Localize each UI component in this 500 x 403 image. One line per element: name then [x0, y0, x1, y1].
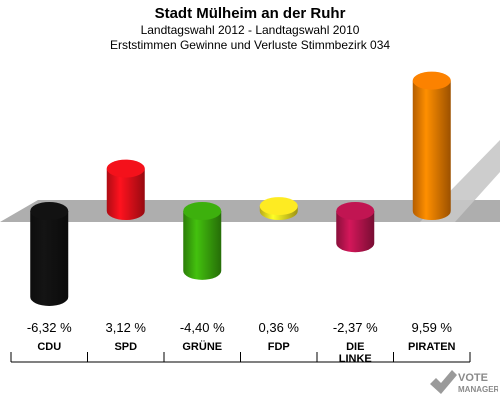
value-label: 3,12 %: [106, 320, 147, 335]
vote-manager-logo-svg: VOTE MANAGER: [430, 370, 500, 394]
value-label: 9,59 %: [412, 320, 453, 335]
value-label: -4,40 %: [180, 320, 225, 335]
logo-text-manager: MANAGER: [458, 385, 498, 394]
bar-cap: [336, 202, 375, 220]
logo-text-vote: VOTE: [458, 372, 488, 384]
bar-cap: [412, 71, 451, 90]
bar-body: [106, 168, 145, 220]
chart-title: Stadt Mülheim an der Ruhr: [154, 5, 346, 22]
bar-cap: [106, 159, 145, 178]
logo-check-icon: [430, 370, 457, 394]
bars-group: [30, 71, 451, 306]
category-label: GRÜNE: [182, 340, 222, 353]
bar-body: [30, 211, 69, 306]
bar-4: [259, 197, 298, 220]
bar-2: [106, 159, 145, 220]
bar-cap: [259, 197, 298, 216]
category-label: CDU: [37, 341, 61, 353]
bar-5: [336, 202, 375, 253]
bar-body: [412, 80, 451, 221]
value-label: -6,32 %: [27, 320, 72, 335]
bar-cap: [183, 202, 222, 220]
category-label: LINKE: [339, 353, 372, 365]
category-label: PIRATEN: [408, 341, 456, 353]
value-label: 0,36 %: [259, 320, 300, 335]
bar-1: [30, 202, 69, 306]
bar-body: [183, 211, 222, 280]
vote-manager-logo: VOTE MANAGER: [428, 368, 500, 398]
bar-cap: [30, 202, 69, 220]
category-axis: [10, 352, 471, 363]
category-label: SPD: [114, 341, 137, 353]
chart-subtitle-1: Landtagswahl 2012 - Landtagswahl 2010: [140, 23, 360, 37]
value-labels-group: -6,32 % 3,12 % -4,40 % 0,36 % -2,37 % 9,59 %: [27, 320, 453, 335]
bar-6: [412, 71, 451, 221]
bar-body: [336, 211, 375, 253]
category-label: DIE: [346, 341, 364, 353]
bar-3: [183, 202, 222, 280]
category-label: FDP: [268, 341, 290, 353]
value-label: -2,37 %: [333, 320, 378, 335]
chart-subtitle-2: Erststimmen Gewinne und Verluste Stimmbe…: [109, 38, 391, 52]
